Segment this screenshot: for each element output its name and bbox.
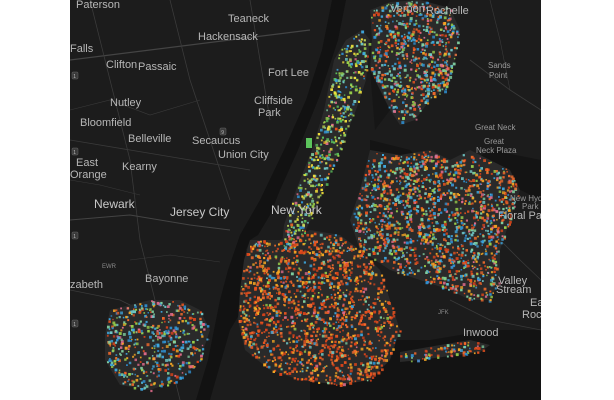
place-label-point: Point	[489, 71, 508, 80]
place-label-sands: Sands	[488, 61, 511, 70]
place-label-union-city: Union City	[218, 149, 269, 161]
place-label-belleville: Belleville	[128, 133, 171, 145]
airport-label-jfk: JFK	[438, 310, 449, 316]
place-label-secaucus: Secaucus	[192, 135, 241, 147]
svg-text:1: 1	[73, 322, 76, 328]
place-label-vernon: Vernon	[390, 3, 425, 15]
place-label-falls: Falls	[70, 43, 94, 55]
place-label-clifton: Clifton	[106, 59, 137, 71]
place-label-kearny: Kearny	[122, 161, 157, 173]
central-park-marker	[306, 138, 312, 148]
place-label-hackensack: Hackensack	[198, 31, 258, 43]
place-label-inwood: Inwood	[463, 327, 498, 339]
place-label-new-york: New York	[271, 203, 323, 217]
map-view[interactable]: Paterson Teaneck Hackensack Vernon Roche…	[70, 0, 541, 400]
shields-layer: 1 1 1 1 9	[71, 71, 227, 328]
place-label-neck-plaza: Neck Plaza	[476, 146, 517, 155]
place-label-teaneck: Teaneck	[228, 13, 269, 25]
place-label-passaic: Passaic	[138, 61, 177, 73]
place-label-bayonne: Bayonne	[145, 273, 188, 285]
place-label-fort-lee: Fort Lee	[268, 67, 309, 79]
place-label-rock: Rock	[522, 309, 541, 321]
place-label-park: Park	[258, 107, 281, 119]
svg-text:1: 1	[73, 150, 76, 156]
place-label-great: Great	[484, 137, 505, 146]
place-label-great-neck: Great Neck	[475, 123, 516, 132]
place-label-jersey-city: Jersey City	[170, 205, 229, 219]
place-label-paterson: Paterson	[76, 0, 120, 11]
airport-label-ewr: EWR	[102, 264, 117, 270]
place-label-new-hyde: New Hyde	[510, 194, 541, 203]
place-label-cliffside: Cliffside	[254, 95, 293, 107]
highway-shield: 1	[71, 319, 79, 328]
place-label-bloomfield: Bloomfield	[80, 117, 131, 129]
building-dots-layer	[106, 0, 520, 393]
map-canvas[interactable]: Paterson Teaneck Hackensack Vernon Roche…	[70, 0, 541, 400]
svg-text:9: 9	[221, 130, 224, 136]
place-label-park-2: Park	[522, 202, 539, 211]
place-label-valley: Valley	[498, 275, 528, 287]
place-label-orange: Orange	[70, 169, 107, 181]
svg-text:1: 1	[73, 74, 76, 80]
highway-shield: 1	[71, 147, 79, 156]
highway-shield: 1	[71, 71, 79, 80]
place-label-east: East	[76, 157, 98, 169]
place-label-east-2: East	[530, 297, 541, 309]
place-label-zabeth: zabeth	[70, 279, 103, 291]
highway-shield: 9	[219, 127, 227, 136]
labels-layer: Paterson Teaneck Hackensack Vernon Roche…	[70, 0, 541, 339]
place-label-nutley: Nutley	[110, 97, 142, 109]
svg-text:1: 1	[73, 234, 76, 240]
place-label-newark: Newark	[94, 197, 136, 211]
place-label-rochelle: Rochelle	[426, 5, 469, 17]
place-label-floral-park: Floral Park	[498, 210, 541, 222]
highway-shield: 1	[71, 231, 79, 240]
place-label-stream: Stream	[496, 284, 531, 296]
